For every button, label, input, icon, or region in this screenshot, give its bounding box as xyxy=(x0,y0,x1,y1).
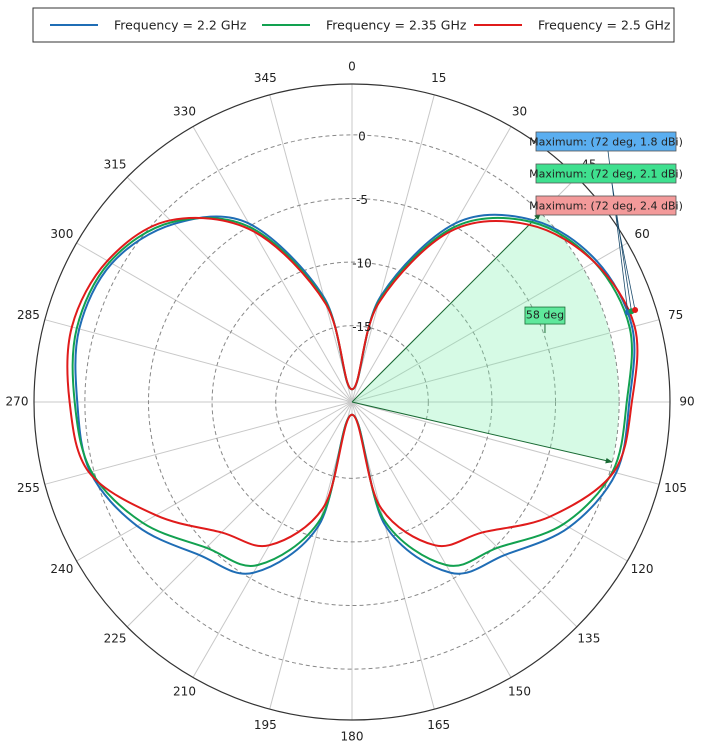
spoke-line xyxy=(351,319,660,403)
theta-tick-label: 30 xyxy=(512,104,527,118)
theta-tick-label: 165 xyxy=(427,718,450,732)
spoke-line xyxy=(269,94,353,403)
spoke-line xyxy=(351,94,435,403)
maximum-box xyxy=(535,163,677,184)
curves xyxy=(66,213,639,575)
legend: Frequency = 2.2 GHz Frequency = 2.35 GHz F… xyxy=(50,18,671,33)
theta-tick-label: 75 xyxy=(668,308,683,322)
theta-tick-label: 285 xyxy=(17,308,40,322)
ring xyxy=(147,197,557,607)
theta-tick-label: 315 xyxy=(104,158,127,172)
spoke-line xyxy=(44,319,353,403)
ring xyxy=(84,134,620,670)
spoke-line xyxy=(44,401,353,485)
ring xyxy=(275,325,429,479)
theta-tick-label: 15 xyxy=(431,71,446,85)
maximum-label: Maximum: (72 deg, 2.1 dBi) xyxy=(529,168,683,181)
theta-tick-label: 345 xyxy=(254,71,277,85)
theta-tick-label: 135 xyxy=(577,631,600,645)
theta-tick-label: 300 xyxy=(50,227,73,241)
theta-tick-label: 90 xyxy=(679,395,694,409)
maximum-label: Maximum: (72 deg, 2.4 dBi) xyxy=(529,200,683,213)
legend-label: Frequency = 2.35 GHz xyxy=(326,18,467,33)
beamwidth-label-box xyxy=(524,306,566,325)
theta-tick-label: 120 xyxy=(631,562,654,576)
spoke-line xyxy=(351,401,578,628)
maximum-box xyxy=(535,195,677,216)
beamwidth-edge xyxy=(351,401,613,464)
annotations: Maximum: (72 deg, 1.8 dBi) Maximum: (72 d… xyxy=(529,131,683,316)
r-tick-label: -5 xyxy=(356,193,368,207)
maximum-box xyxy=(535,131,677,152)
spoke-line xyxy=(351,242,628,403)
spoke-line xyxy=(351,401,660,485)
r-tick-label: 0 xyxy=(358,129,366,143)
theta-tick-label: 240 xyxy=(50,562,73,576)
r-tick-label: -15 xyxy=(352,320,372,334)
spoke-line xyxy=(351,401,512,678)
ring xyxy=(211,261,493,543)
spoke-line xyxy=(192,126,353,403)
series-line xyxy=(66,216,639,548)
spoke-line xyxy=(192,401,353,678)
spoke-line xyxy=(76,242,353,403)
r-tick-label: -10 xyxy=(352,257,372,271)
legend-label: Frequency = 2.5 GHz xyxy=(538,18,671,33)
theta-tick-label: 150 xyxy=(508,685,531,699)
theta-tick-label: 60 xyxy=(634,227,649,241)
theta-tick-label: 180 xyxy=(341,730,364,744)
theta-tick-label: 270 xyxy=(6,395,29,409)
theta-tick-label: 210 xyxy=(173,685,196,699)
beamwidth-label: 58 deg xyxy=(526,309,564,322)
outer-circle xyxy=(33,83,671,721)
theta-tick-label: 195 xyxy=(254,718,277,732)
maximum-leader xyxy=(615,214,636,311)
maximum-label: Maximum: (72 deg, 1.8 dBi) xyxy=(529,136,683,149)
theta-tick-label: 225 xyxy=(104,631,127,645)
labels: 0153045607590105120135150165180195210225… xyxy=(6,60,695,744)
legend-box xyxy=(32,7,675,43)
spoke-line xyxy=(76,401,353,562)
spoke-line xyxy=(126,176,353,403)
theta-tick-label: 255 xyxy=(17,481,40,495)
beamwidth: 58 deg xyxy=(351,212,619,464)
legend-label: Frequency = 2.2 GHz xyxy=(114,18,247,33)
theta-tick-label: 0 xyxy=(348,60,356,74)
theta-tick-label: 330 xyxy=(173,104,196,118)
beamwidth-area xyxy=(352,213,619,463)
spoke-line xyxy=(351,401,628,562)
theta-tick-label: 105 xyxy=(664,481,687,495)
spoke-line xyxy=(351,126,512,403)
maximum-marker xyxy=(632,307,639,314)
beamwidth-edge xyxy=(351,212,542,403)
spoke-line xyxy=(126,401,353,628)
